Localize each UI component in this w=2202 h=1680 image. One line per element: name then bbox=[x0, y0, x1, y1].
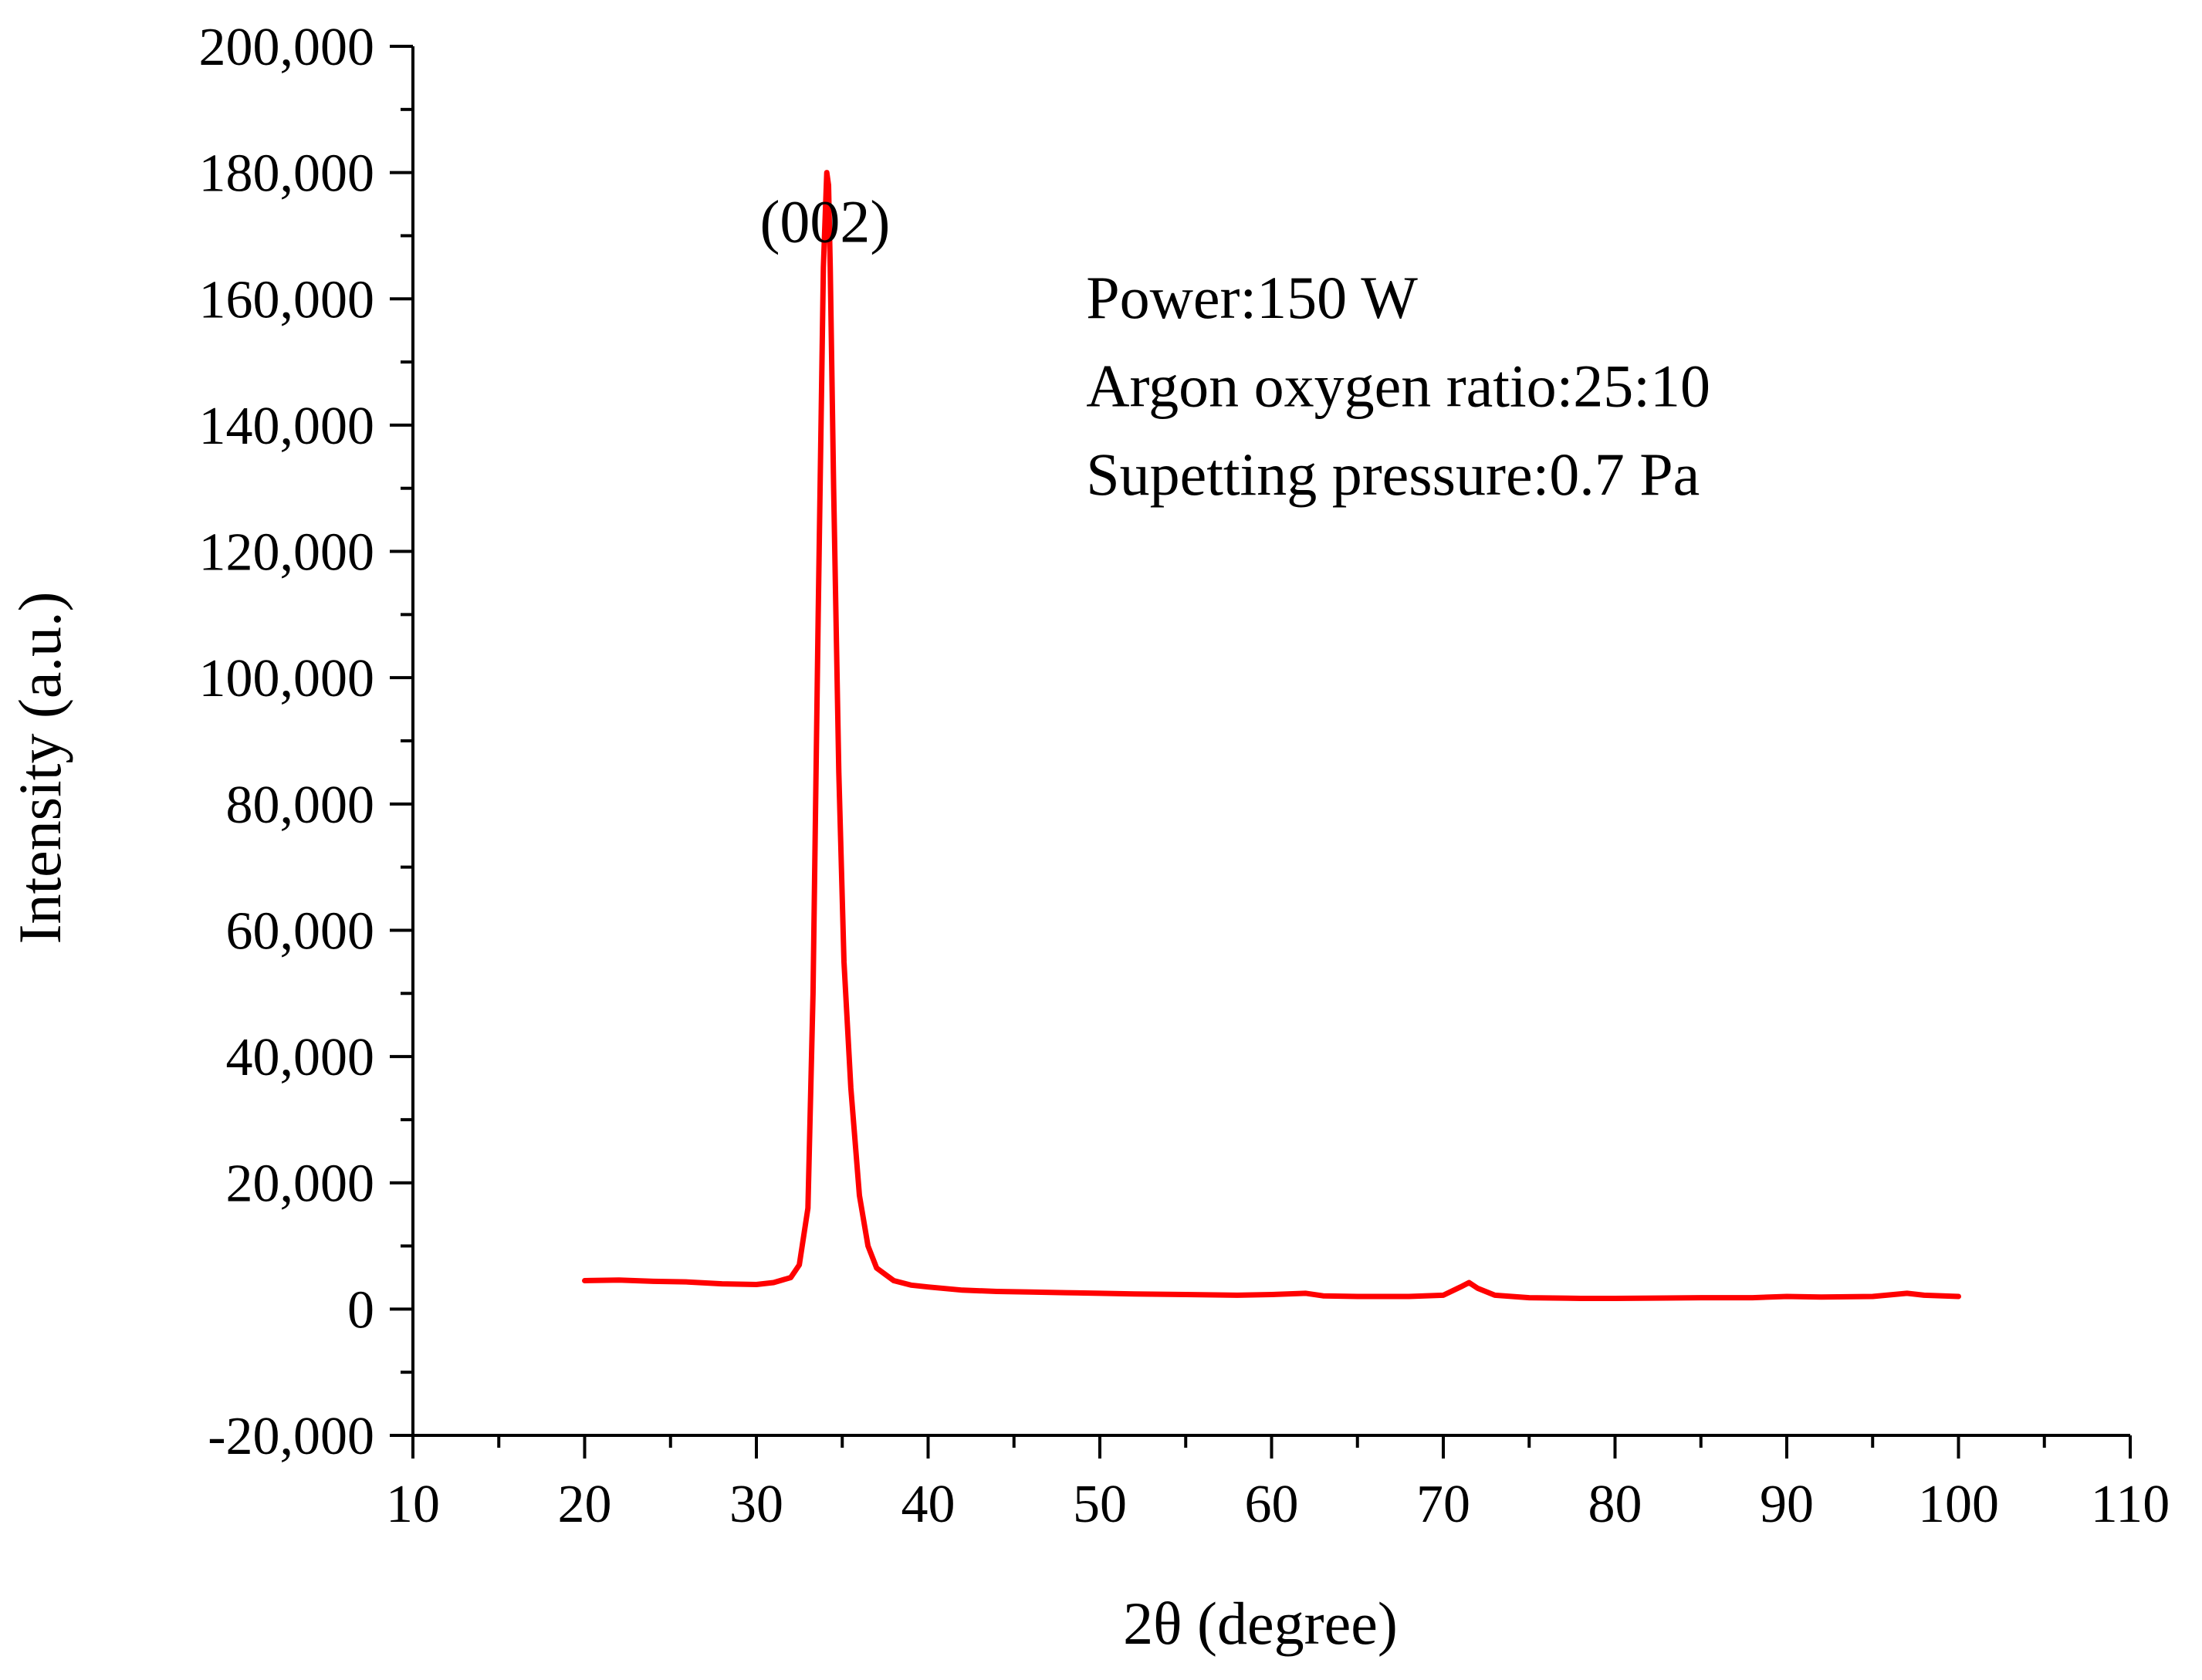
y-tick-label: 140,000 bbox=[199, 397, 375, 456]
y-tick-label: 160,000 bbox=[199, 270, 375, 330]
annotations: (002) Power:150 W Argon oxygen ratio:25:10… bbox=[759, 188, 1710, 508]
y-tick-label: 80,000 bbox=[226, 776, 375, 835]
x-tick-label: 40 bbox=[901, 1475, 956, 1534]
annotation-text: Power:150 W bbox=[1086, 264, 1418, 331]
y-tick-label: 20,000 bbox=[226, 1154, 375, 1214]
y-tick-label: 200,000 bbox=[199, 18, 375, 77]
x-tick-label: 100 bbox=[1918, 1475, 1999, 1534]
annotation-text: Supetting pressure:0.7 Pa bbox=[1086, 441, 1700, 508]
y-tick-label: 40,000 bbox=[226, 1028, 375, 1087]
x-tick-label: 70 bbox=[1416, 1475, 1470, 1534]
y-tick-label: 0 bbox=[347, 1280, 374, 1340]
y-tick-label: 100,000 bbox=[199, 649, 375, 708]
x-tick-label: 90 bbox=[1760, 1475, 1814, 1534]
y-tick-label: 180,000 bbox=[199, 144, 375, 204]
ticks: 10 20 30 40 50 60 70 80 90 100 110 -20,000 0 20,000 40… bbox=[199, 18, 2170, 1534]
x-tick-label: 50 bbox=[1073, 1475, 1127, 1534]
y-axis-title: Intensity (a.u.) bbox=[6, 591, 73, 944]
y-tick-label: -20,000 bbox=[208, 1407, 374, 1466]
annotation-text: (002) bbox=[759, 188, 890, 255]
annotation-text: Argon oxygen ratio:25:10 bbox=[1086, 352, 1710, 419]
x-tick-label: 10 bbox=[386, 1475, 440, 1534]
xrd-series-line bbox=[582, 170, 1961, 1301]
y-tick-label: 120,000 bbox=[199, 523, 375, 583]
axes bbox=[411, 46, 2130, 1437]
x-tick-label: 110 bbox=[2091, 1475, 2170, 1534]
x-tick-label: 60 bbox=[1245, 1475, 1299, 1534]
x-tick-label: 80 bbox=[1588, 1475, 1642, 1534]
x-tick-label: 20 bbox=[558, 1475, 612, 1534]
y-tick-label: 60,000 bbox=[226, 901, 375, 961]
x-tick-label: 30 bbox=[729, 1475, 783, 1534]
series bbox=[582, 170, 1961, 1301]
x-axis-title: 2θ (degree) bbox=[1123, 1590, 1398, 1657]
